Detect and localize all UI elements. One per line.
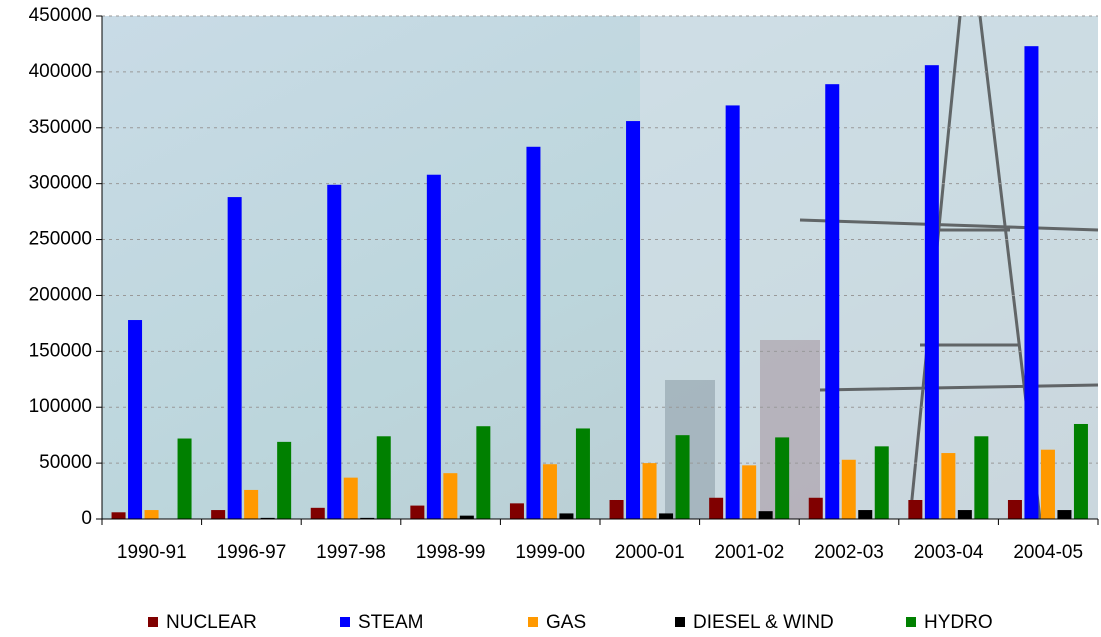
x-tick-label: 1996-97 [217,542,287,563]
bar [925,65,939,519]
legend-label: DIESEL & WIND [693,612,834,633]
bar [759,511,773,519]
y-tick-label: 250000 [29,229,92,250]
x-tick-label: 1998-99 [416,542,486,563]
bar [676,435,690,519]
bar [659,513,673,519]
bar [842,460,856,519]
bar [510,503,524,519]
bar [1074,424,1088,519]
bar [775,437,789,519]
bar [875,446,889,519]
bar [643,463,657,519]
bar [709,498,723,519]
bar [277,442,291,519]
bar [344,478,358,519]
bar [543,464,557,519]
x-tick-label: 1997-98 [316,542,386,563]
bar [626,121,640,519]
legend-swatch [675,617,685,627]
y-tick-label: 400000 [29,61,92,82]
legend-label: NUCLEAR [166,612,257,633]
legend-swatch [528,617,538,627]
bar [858,510,872,519]
chart: 0 50000 100000 150000 200000 250000 300000 3500… [0,0,1101,637]
bar [443,473,457,519]
y-tick-label: 200000 [29,284,92,305]
bar [958,510,972,519]
legend-label: STEAM [358,612,423,633]
bar [974,436,988,519]
bar [941,453,955,519]
tower-decoration [665,380,715,519]
bar [1008,500,1022,519]
y-tick-label: 50000 [39,452,92,473]
bar [244,490,258,519]
bar [178,439,192,519]
bar [128,320,142,519]
legend-swatch [906,617,916,627]
x-tick-label: 2004-05 [1013,542,1083,563]
y-tick-label: 100000 [29,396,92,417]
legend-label: HYDRO [924,612,993,633]
bar [1041,450,1055,519]
bar [1057,510,1071,519]
bar [311,508,325,519]
legend-label: GAS [546,612,586,633]
legend-swatch [340,617,350,627]
bar [526,147,540,519]
y-tick-label: 350000 [29,117,92,138]
bar [228,197,242,519]
bar [476,426,490,519]
x-tick-label: 1990-91 [117,542,187,563]
x-tick-label: 2002-03 [814,542,884,563]
legend-swatch [148,617,158,627]
bar [410,506,424,519]
y-tick-label: 0 [81,508,92,529]
bar [726,105,740,519]
bar [427,175,441,519]
x-tick-label: 2001-02 [715,542,785,563]
x-tick-label: 2003-04 [914,542,984,563]
tower-decoration [760,340,820,519]
bar [211,510,225,519]
x-tick-label: 2000-01 [615,542,685,563]
bar [809,498,823,519]
bar [145,510,159,519]
bar [825,84,839,519]
bar [610,500,624,519]
x-tick-label: 1999-00 [515,542,585,563]
bar [908,500,922,519]
y-tick-label: 300000 [29,173,92,194]
bar [742,465,756,519]
bar [377,436,391,519]
y-tick-label: 150000 [29,340,92,361]
bar [327,185,341,519]
bar [460,516,474,519]
bar [559,513,573,519]
y-tick-label: 450000 [29,5,92,26]
bar [112,512,126,519]
bar [1024,46,1038,519]
bar [576,428,590,519]
